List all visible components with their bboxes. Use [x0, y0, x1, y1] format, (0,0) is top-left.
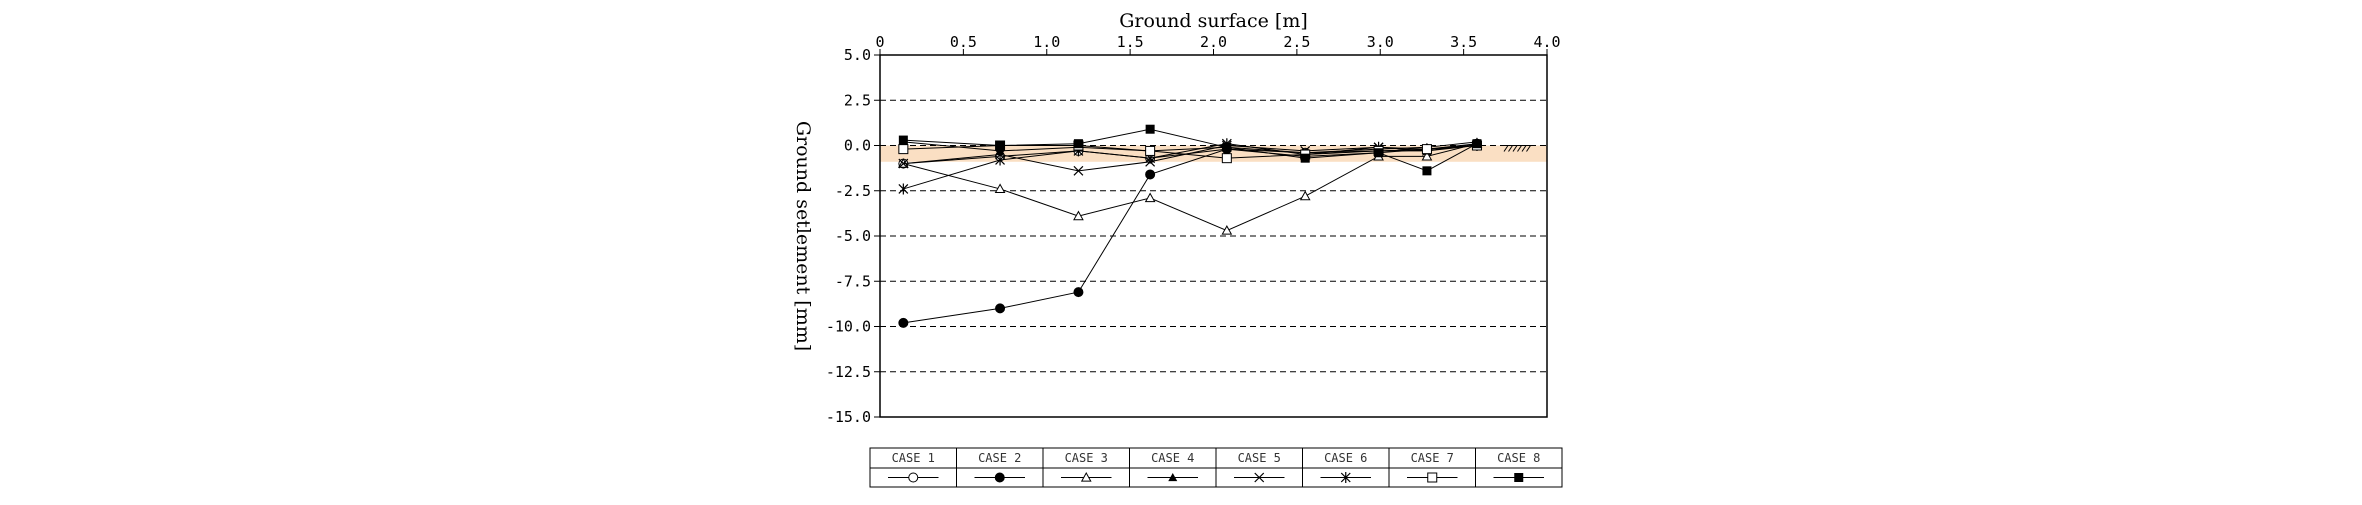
hatch-stroke — [1503, 145, 1509, 152]
y-tick-label: -7.5 — [835, 272, 871, 290]
series-case-3 — [897, 138, 1483, 235]
y-tick-label: -5.0 — [835, 227, 871, 245]
legend-label: CASE 4 — [1151, 451, 1194, 465]
marker-star — [1340, 472, 1351, 483]
x-axis-title: Ground surface [m] — [1119, 10, 1308, 32]
marker-open-circle — [908, 472, 919, 483]
marker-filled-circle — [994, 472, 1005, 483]
marker-filled-square — [1073, 139, 1083, 149]
marker-filled-circle — [1073, 287, 1084, 298]
series-lines — [897, 124, 1483, 328]
marker-open-triangle — [1421, 150, 1433, 161]
surface-hatch-symbol — [1502, 145, 1531, 152]
legend-label: CASE 3 — [1065, 451, 1108, 465]
marker-open-triangle — [1080, 471, 1092, 482]
marker-filled-square — [1374, 148, 1384, 158]
marker-filled-square — [995, 141, 1005, 150]
x-tick-label: 3.0 — [1367, 33, 1394, 51]
y-tick-label: -15.0 — [826, 408, 871, 426]
marker-filled-circle — [1145, 169, 1156, 180]
series-line — [903, 143, 1478, 324]
marker-x — [1073, 165, 1084, 176]
marker-open-square — [1421, 144, 1432, 155]
marker-filled-triangle — [1168, 473, 1178, 482]
hatch-stroke — [1517, 145, 1522, 152]
legend: CASE 1 CASE 2 CASE 3 CASE 4 CASE 5 CASE 6 CASE… — [869, 447, 1563, 488]
marker-filled-square — [1422, 166, 1432, 176]
marker-filled-square — [1145, 124, 1155, 134]
marker-filled-circle — [898, 317, 909, 328]
y-tick-label: 2.5 — [844, 91, 871, 109]
series-case-8 — [898, 124, 1482, 176]
legend-label: CASE 1 — [892, 451, 935, 465]
y-tick-label: -12.5 — [826, 363, 871, 381]
marker-filled-square — [1222, 142, 1232, 152]
hatch-stroke — [1521, 145, 1527, 152]
marker-open-triangle — [1221, 225, 1233, 235]
hatch-stroke — [1526, 145, 1531, 152]
marker-open-triangle — [1073, 210, 1084, 221]
marker-filled-square — [1472, 139, 1482, 149]
hatch-stroke — [1512, 145, 1518, 152]
x-tick-label: 0.5 — [950, 33, 977, 51]
x-tick-label: 2.0 — [1200, 33, 1227, 51]
marker-open-square — [898, 144, 909, 155]
legend-label: CASE 7 — [1411, 451, 1454, 465]
marker-x — [1254, 472, 1265, 483]
marker-filled-square — [1300, 153, 1310, 163]
x-tick-label: 1.0 — [1033, 33, 1060, 51]
marker-star — [995, 154, 1005, 166]
hatch-stroke — [1508, 145, 1513, 152]
grid-lines — [880, 99, 1547, 373]
marker-open-square — [1145, 145, 1156, 156]
y-tick-label: 0.0 — [844, 137, 871, 155]
x-tick-label: 2.5 — [1283, 33, 1310, 51]
marker-filled-square — [898, 135, 908, 145]
series-case-2 — [898, 138, 1482, 328]
marker-open-triangle — [1144, 192, 1156, 203]
legend-label: CASE 6 — [1324, 451, 1367, 465]
y-tick-label: -2.5 — [835, 182, 871, 200]
x-tick-label: 0 — [875, 33, 884, 51]
axis-ticks: 5.0 2.5 0.0 -2.5 -5.0 -7.5 -10.0 -12.5 -15.0 0 0.5… — [826, 33, 1561, 426]
marker-open-square — [1221, 153, 1232, 164]
x-tick-label: 4.0 — [1533, 33, 1560, 51]
marker-open-square — [1427, 472, 1438, 483]
marker-x — [898, 158, 909, 169]
marker-open-triangle — [1299, 190, 1311, 201]
y-tick-label: 5.0 — [844, 46, 871, 64]
legend-label: CASE 5 — [1238, 451, 1281, 465]
x-tick-label: 1.5 — [1117, 33, 1144, 51]
y-tick-label: -10.0 — [826, 318, 871, 336]
y-axis-title: Ground setlement [mm] — [792, 121, 814, 351]
marker-filled-circle — [995, 303, 1006, 314]
legend-label: CASE 2 — [978, 451, 1021, 465]
marker-star — [898, 183, 909, 195]
legend-label: CASE 8 — [1497, 451, 1540, 465]
marker-open-triangle — [994, 183, 1006, 194]
marker-filled-square — [1514, 473, 1524, 482]
x-tick-label: 3.5 — [1450, 33, 1477, 51]
